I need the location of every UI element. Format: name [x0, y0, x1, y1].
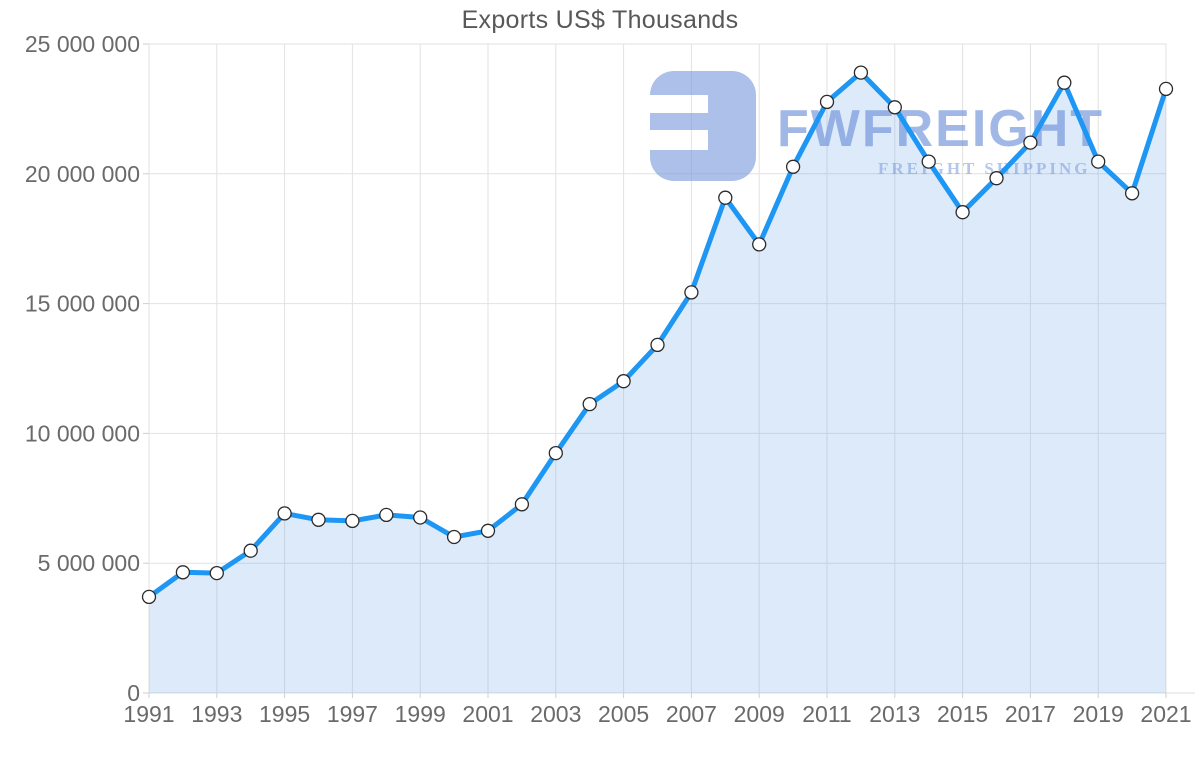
- data-point-2012[interactable]: [853, 65, 869, 80]
- data-point-2017[interactable]: [1023, 135, 1038, 150]
- x-axis-label: 1991: [123, 701, 174, 727]
- data-point-2019[interactable]: [1091, 154, 1106, 169]
- data-point-2021[interactable]: [1158, 81, 1174, 97]
- data-point-2016[interactable]: [989, 171, 1004, 186]
- data-point-2006[interactable]: [650, 337, 665, 353]
- y-axis-label: 5 000 000: [38, 550, 140, 576]
- data-point-2011[interactable]: [819, 94, 835, 110]
- x-axis-label: 2003: [530, 701, 581, 727]
- x-axis-label: 1999: [395, 701, 446, 727]
- axis-tick-marks: [143, 43, 1167, 698]
- series-area-fill: [149, 72, 1166, 694]
- data-point-2010[interactable]: [785, 159, 801, 174]
- x-axis-label: 2007: [666, 701, 717, 727]
- data-point-1992[interactable]: [175, 565, 191, 580]
- data-point-2014[interactable]: [921, 154, 936, 169]
- y-axis-label: 0: [127, 680, 140, 706]
- data-point-2004[interactable]: [582, 396, 597, 412]
- x-axis-label: 2005: [598, 701, 649, 727]
- data-point-2013[interactable]: [887, 100, 902, 115]
- y-axis-labels: 0 5 000 000 10 000 000 15 000 000 20 000 000…: [25, 31, 140, 706]
- x-axis-label: 2013: [869, 701, 920, 727]
- x-axis-label: 2019: [1073, 701, 1124, 727]
- fwfreight-logo-icon: [650, 71, 756, 181]
- gridlines: [143, 43, 1195, 694]
- data-point-2001[interactable]: [480, 523, 496, 538]
- x-axis-labels: 1991 1993 1995 1997 1999 2001 2003 2005 2007 2009…: [123, 701, 1191, 727]
- data-point-1991[interactable]: [141, 589, 157, 605]
- data-point-1994[interactable]: [243, 543, 258, 558]
- data-point-2015[interactable]: [955, 205, 970, 220]
- x-axis-label: 1997: [327, 701, 378, 727]
- data-point-1996[interactable]: [311, 512, 326, 527]
- data-point-1993[interactable]: [209, 565, 224, 581]
- data-point-2007[interactable]: [684, 285, 699, 300]
- y-axis-label: 10 000 000: [25, 420, 140, 446]
- y-axis-label: 20 000 000: [25, 161, 140, 187]
- x-axis-label: 1995: [259, 701, 310, 727]
- data-point-2009[interactable]: [752, 237, 767, 252]
- data-point-2008[interactable]: [718, 190, 733, 205]
- x-axis-label: 2021: [1140, 701, 1191, 727]
- data-point-2005[interactable]: [616, 374, 631, 389]
- data-point-1997[interactable]: [345, 513, 360, 529]
- data-point-1999[interactable]: [413, 510, 428, 525]
- x-axis-label: 2017: [1005, 701, 1056, 727]
- x-axis-label: 2011: [802, 701, 851, 727]
- chart-title: Exports US$ Thousands: [461, 6, 739, 34]
- data-point-2020[interactable]: [1124, 186, 1140, 201]
- data-point-1995[interactable]: [277, 506, 292, 521]
- data-point-markers: [141, 65, 1174, 605]
- x-axis-label: 2015: [937, 701, 988, 727]
- data-point-2000[interactable]: [446, 529, 462, 545]
- x-axis-label: 1993: [191, 701, 242, 727]
- data-point-2003[interactable]: [548, 445, 563, 461]
- x-axis-label: 2001: [462, 701, 513, 727]
- y-axis-label: 25 000 000: [25, 31, 140, 57]
- data-point-2002[interactable]: [514, 497, 530, 512]
- data-point-1998[interactable]: [379, 507, 394, 523]
- x-axis-label: 2009: [734, 701, 785, 727]
- y-axis-label: 15 000 000: [25, 291, 140, 317]
- data-point-2018[interactable]: [1057, 75, 1072, 90]
